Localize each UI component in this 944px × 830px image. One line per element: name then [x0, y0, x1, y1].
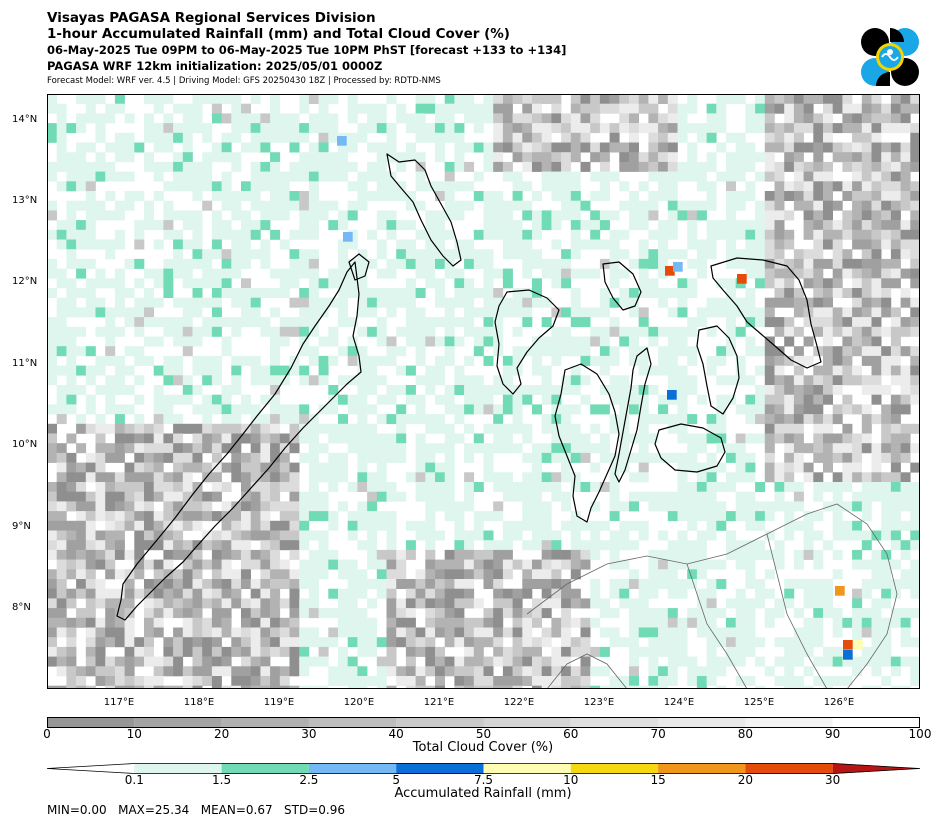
negros-coast [554, 363, 620, 523]
leyte-coast [696, 325, 740, 415]
rainfall-swatch [221, 763, 309, 774]
cloud-cover-swatch [396, 717, 484, 728]
cloud-cover-swatch [570, 717, 659, 728]
rainfall-tick: 15 [650, 773, 666, 787]
cloud-cover-swatch [134, 717, 222, 728]
cloud-cover-swatch [308, 717, 397, 728]
coastlines [116, 153, 822, 621]
rainfall-swatch [658, 763, 746, 774]
cloud-cover-tick: 80 [737, 727, 754, 741]
mindoro-coast [386, 153, 462, 267]
cloud-cover-swatch [47, 717, 135, 728]
rainfall-swatch [570, 763, 659, 774]
rainfall-swatch [134, 763, 222, 774]
cloud-cover-swatch [658, 717, 746, 728]
title-region: Visayas PAGASA Regional Services Divisio… [47, 10, 376, 26]
rainfall-tick: 10 [563, 773, 579, 787]
pagasa-logo-icon [861, 28, 919, 86]
cloud-cover-swatch [221, 717, 309, 728]
lon-label: 126°E [823, 697, 855, 708]
lon-label: 118°E [183, 697, 215, 708]
cebu-coast [614, 347, 652, 483]
lat-label: 9°N [12, 521, 31, 532]
cloud-cover-legend-title: Total Cloud Cover (%) [412, 740, 554, 755]
rainfall-swatch [483, 763, 571, 774]
calamian-islands [348, 253, 370, 281]
lat-label: 11°N [12, 358, 38, 369]
map-frame [47, 94, 920, 689]
rainfall-tick: 5 [392, 773, 401, 787]
lon-label: 122°E [503, 697, 535, 708]
lat-label: 10°N [12, 439, 38, 450]
rainfall-cell [843, 650, 853, 660]
rainfall-cell [835, 586, 845, 596]
statistics-summary: MIN=0.00 MAX=25.34 MEAN=0.67 STD=0.96 [47, 803, 346, 817]
lon-label: 125°E [743, 697, 775, 708]
lat-label: 14°N [12, 114, 38, 125]
cloud-cover-swatch [832, 717, 920, 728]
rainfall-tick: 7.5 [473, 773, 494, 787]
rainfall-cell [337, 136, 347, 146]
palawan-coast [116, 261, 362, 621]
cloud-cover-tick: 60 [563, 727, 579, 741]
rainfall-cell [853, 640, 863, 650]
lon-label: 117°E [103, 697, 135, 708]
panay-coast [494, 289, 560, 395]
rainfall-tick: 1.5 [212, 773, 232, 787]
rainfall-swatch [308, 763, 397, 774]
masbate-coast [602, 261, 642, 311]
title-product: 1-hour Accumulated Rainfall (mm) and Tot… [47, 26, 510, 42]
cloud-cover-tick: 70 [650, 727, 666, 741]
lon-label: 119°E [263, 697, 295, 708]
samar-coast [710, 257, 822, 369]
cloud-cover-frame [47, 717, 920, 728]
cloud-cover-tick: 100 [908, 727, 932, 741]
lat-label: 12°N [12, 276, 38, 287]
rainfall-cell [667, 390, 677, 400]
cloud-cover-swatch [483, 717, 571, 728]
rainfall-tick: 2.5 [299, 773, 319, 787]
rainfall-swatch [832, 763, 920, 774]
rainfall-cell [737, 274, 747, 284]
rainfall-cloud-map [47, 94, 920, 689]
lat-label: 13°N [12, 195, 38, 206]
cloud-cover-tick: 10 [126, 727, 142, 741]
lat-label: 8°N [12, 602, 31, 613]
rainfall-tick: 30 [825, 773, 841, 787]
lon-label: 121°E [423, 697, 455, 708]
cloud-cover-tick: 0 [43, 727, 51, 741]
mindanao-outline [526, 503, 898, 689]
title-initialization: PAGASA WRF 12km initialization: 2025/05/… [47, 59, 383, 73]
lon-label: 123°E [583, 697, 615, 708]
cloud-cover-swatch [745, 717, 833, 728]
rainfall-frame [47, 763, 920, 774]
cloud-cover-tick: 20 [213, 727, 230, 741]
rainfall-cell [343, 232, 353, 242]
lon-label: 120°E [343, 697, 375, 708]
rainfall-cell [673, 262, 683, 272]
bohol-coast [654, 423, 726, 473]
forecast-grid [47, 94, 920, 689]
title-valid-time: 06-May-2025 Tue 09PM to 06-May-2025 Tue … [47, 43, 567, 57]
rainfall-tick: 20 [737, 773, 754, 787]
rainfall-swatch [745, 763, 833, 774]
rainfall-cell [665, 266, 675, 276]
cloud-cover-tick: 90 [825, 727, 841, 741]
title-model-info: Forecast Model: WRF ver. 4.5 | Driving M… [47, 76, 441, 86]
rainfall-legend-title: Accumulated Rainfall (mm) [394, 786, 572, 801]
rainfall-tick: 0.1 [124, 773, 144, 787]
rainfall-cell [843, 640, 853, 650]
cloud-cover-tick: 50 [475, 727, 492, 741]
lon-label: 124°E [663, 697, 695, 708]
rainfall-swatch [47, 763, 135, 774]
cloud-cover-tick: 30 [301, 727, 317, 741]
rainfall-swatch [396, 763, 484, 774]
cloud-cover-tick: 40 [388, 727, 404, 741]
cloud-cover-colorbar [47, 717, 920, 728]
rainfall-colorbar [47, 763, 920, 774]
